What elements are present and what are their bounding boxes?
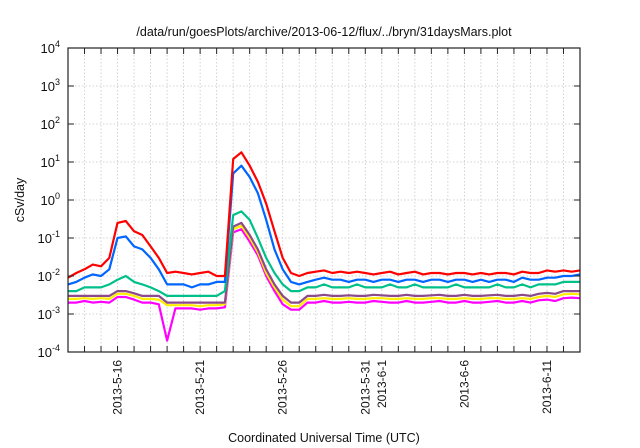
y-tick-exponent: -2 <box>52 267 60 277</box>
y-tick-label: 104 <box>41 39 60 56</box>
y-tick-exponent: -1 <box>52 229 60 239</box>
x-axis-label: Coordinated Universal Time (UTC) <box>228 431 420 445</box>
x-tick-label: 2013-6-11 <box>540 360 554 414</box>
plot-frame <box>67 47 581 353</box>
x-tick-label: 2013-5-31 <box>358 360 372 415</box>
x-tick-label: 2013-5-26 <box>276 360 290 415</box>
y-tick-exponent: 0 <box>55 191 60 201</box>
y-tick-label: 102 <box>41 115 60 132</box>
y-tick-label: 10-2 <box>38 267 60 284</box>
grid <box>68 48 580 352</box>
x-tick-label: 2013-5-21 <box>193 360 207 415</box>
axes: 10410310210110010-110-210-310-42013-5-16… <box>38 39 581 415</box>
series-line <box>68 224 581 308</box>
y-tick-exponent: -4 <box>52 343 60 353</box>
y-tick-exponent: 1 <box>55 153 60 163</box>
series-line <box>67 164 581 289</box>
y-tick-exponent: 3 <box>55 77 60 87</box>
y-tick-exponent: 2 <box>55 115 60 125</box>
chart-title: /data/run/goesPlots/archive/2013-06-12/f… <box>136 25 512 39</box>
y-axis-label: cSv/day <box>13 177 27 222</box>
y-tick-exponent: -3 <box>52 305 60 315</box>
y-tick-label: 10-1 <box>38 229 60 246</box>
x-tick-label: 2013-5-16 <box>111 360 125 415</box>
series-line <box>67 151 581 279</box>
series-line <box>68 221 580 304</box>
y-tick-label: 100 <box>41 191 60 208</box>
series-group <box>67 151 581 342</box>
y-tick-exponent: 4 <box>55 39 60 49</box>
y-tick-label: 10-3 <box>38 305 60 322</box>
series-line <box>68 228 581 342</box>
x-tick-label: 2013-6-6 <box>457 360 471 408</box>
y-tick-label: 103 <box>41 77 60 94</box>
series-line <box>68 210 580 297</box>
y-tick-label: 10-4 <box>38 343 60 360</box>
x-tick-label: 2013-6-1 <box>375 360 389 408</box>
y-tick-label: 101 <box>41 153 60 170</box>
